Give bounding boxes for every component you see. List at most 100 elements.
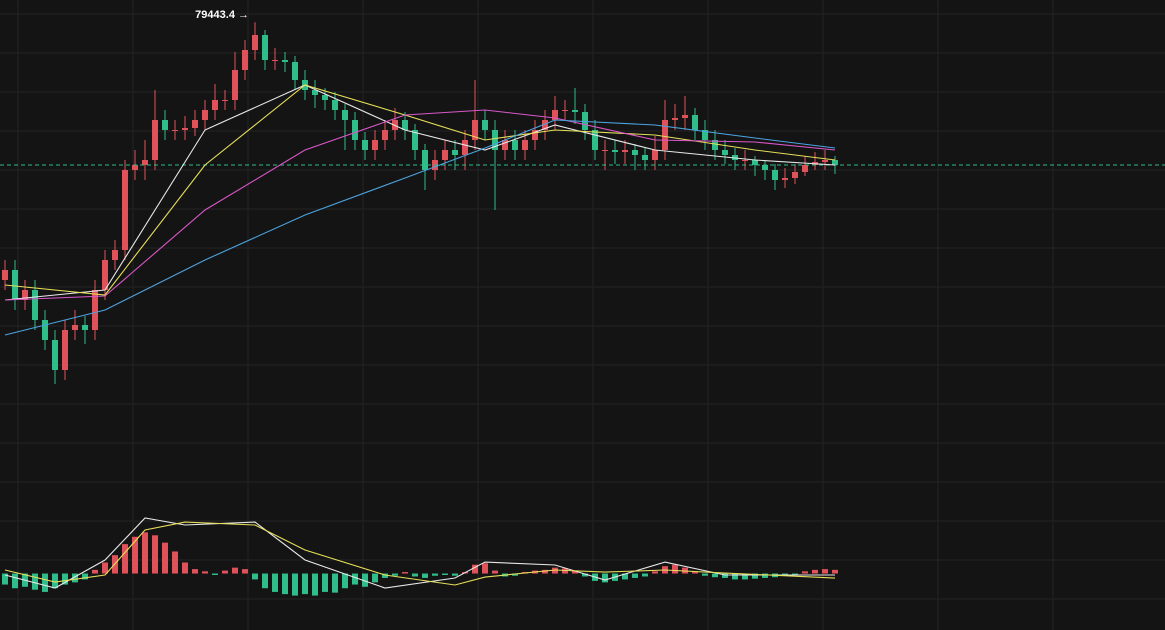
macd-bar [262,573,268,589]
candle-body [312,90,318,95]
macd-bar [512,573,518,576]
macd-bar [282,573,288,595]
macd-bar [572,570,578,574]
macd-bar [202,571,208,574]
candle-body [132,165,138,170]
macd-bar [152,535,158,574]
candle-body [272,60,278,61]
candle-body [52,340,58,370]
candle-body [682,115,688,118]
macd-bar [722,573,728,578]
macd-bar [342,573,348,589]
candle-body [622,150,628,152]
candle-body [112,250,118,260]
indicator-line [4,521,836,586]
macd-bar [412,573,418,577]
macd-bar [752,573,758,579]
macd-bar [302,573,308,595]
macd-bar [372,573,378,583]
macd-bar [622,573,628,580]
candle-body [512,140,518,150]
candle-body [722,150,728,155]
candle-body [32,290,38,320]
macd-bar [692,572,698,574]
candle-body [562,110,568,111]
candle-body [422,150,428,170]
macd-bar [62,573,68,585]
candle-body [542,120,548,130]
macd-bar [232,567,238,574]
candle-body [452,150,458,155]
candle-body [792,172,798,178]
indicator-line [4,517,835,589]
macd-bar [492,570,498,574]
candle-body [362,140,368,150]
candle-body [332,100,338,110]
macd-bar [422,573,428,578]
macd-bar [72,573,78,583]
macd-bar [192,569,198,574]
candle-body [252,35,258,50]
candle-body [152,120,158,160]
macd-bar [762,573,768,578]
candle-body [122,170,128,250]
candle-body [212,100,218,110]
macd-bar [602,573,608,583]
candle-body [322,95,328,100]
candle-body [442,150,448,160]
candle-body [162,120,168,130]
macd-bar [322,573,328,592]
candle-body [672,118,678,120]
candle-body [2,270,8,280]
candle-body [822,160,828,162]
candle-body [22,290,28,300]
candle-body [632,150,638,155]
candle-body [492,130,498,150]
macd-bar [172,551,178,574]
macd-bar [732,573,738,580]
macd-bar [122,544,128,574]
candle-body [372,140,378,150]
macd-bar [82,573,88,580]
candle-body [762,165,768,170]
candle-body [242,50,248,70]
candle-body [402,120,408,130]
macd-bar [92,569,98,574]
macd-bar [162,542,168,574]
candle-body [262,35,268,60]
candle-body [142,160,148,165]
candle-body [602,150,608,151]
candle-body [102,260,108,290]
macd-bar [312,573,318,596]
candle-body [352,120,358,140]
candle-body [712,140,718,150]
candle-body [832,160,838,165]
macd-bar [712,573,718,578]
macd-bar [472,564,478,574]
candle-body [42,320,48,340]
macd-bar [702,573,708,576]
candle-body [292,62,298,80]
candle-body [662,120,668,150]
macd-bar [822,569,828,574]
candle-body [202,110,208,120]
macd-bar [2,573,8,585]
candle-body [82,325,88,330]
candle-body [62,330,68,370]
macd-bar [12,573,18,589]
candle-body [592,130,598,150]
candle-body [342,110,348,120]
candle-body [412,130,418,150]
macd-bar [442,573,448,575]
candle-body [772,170,778,180]
candle-body [572,110,578,112]
macd-bar [252,573,258,580]
candle-body [232,70,238,100]
macd-bar [642,573,648,577]
macd-bar [742,573,748,580]
indicator-line [4,109,836,301]
macd-bar [552,567,558,574]
macd-bar [542,569,548,574]
candle-body [502,140,508,150]
candle-body [652,150,658,160]
